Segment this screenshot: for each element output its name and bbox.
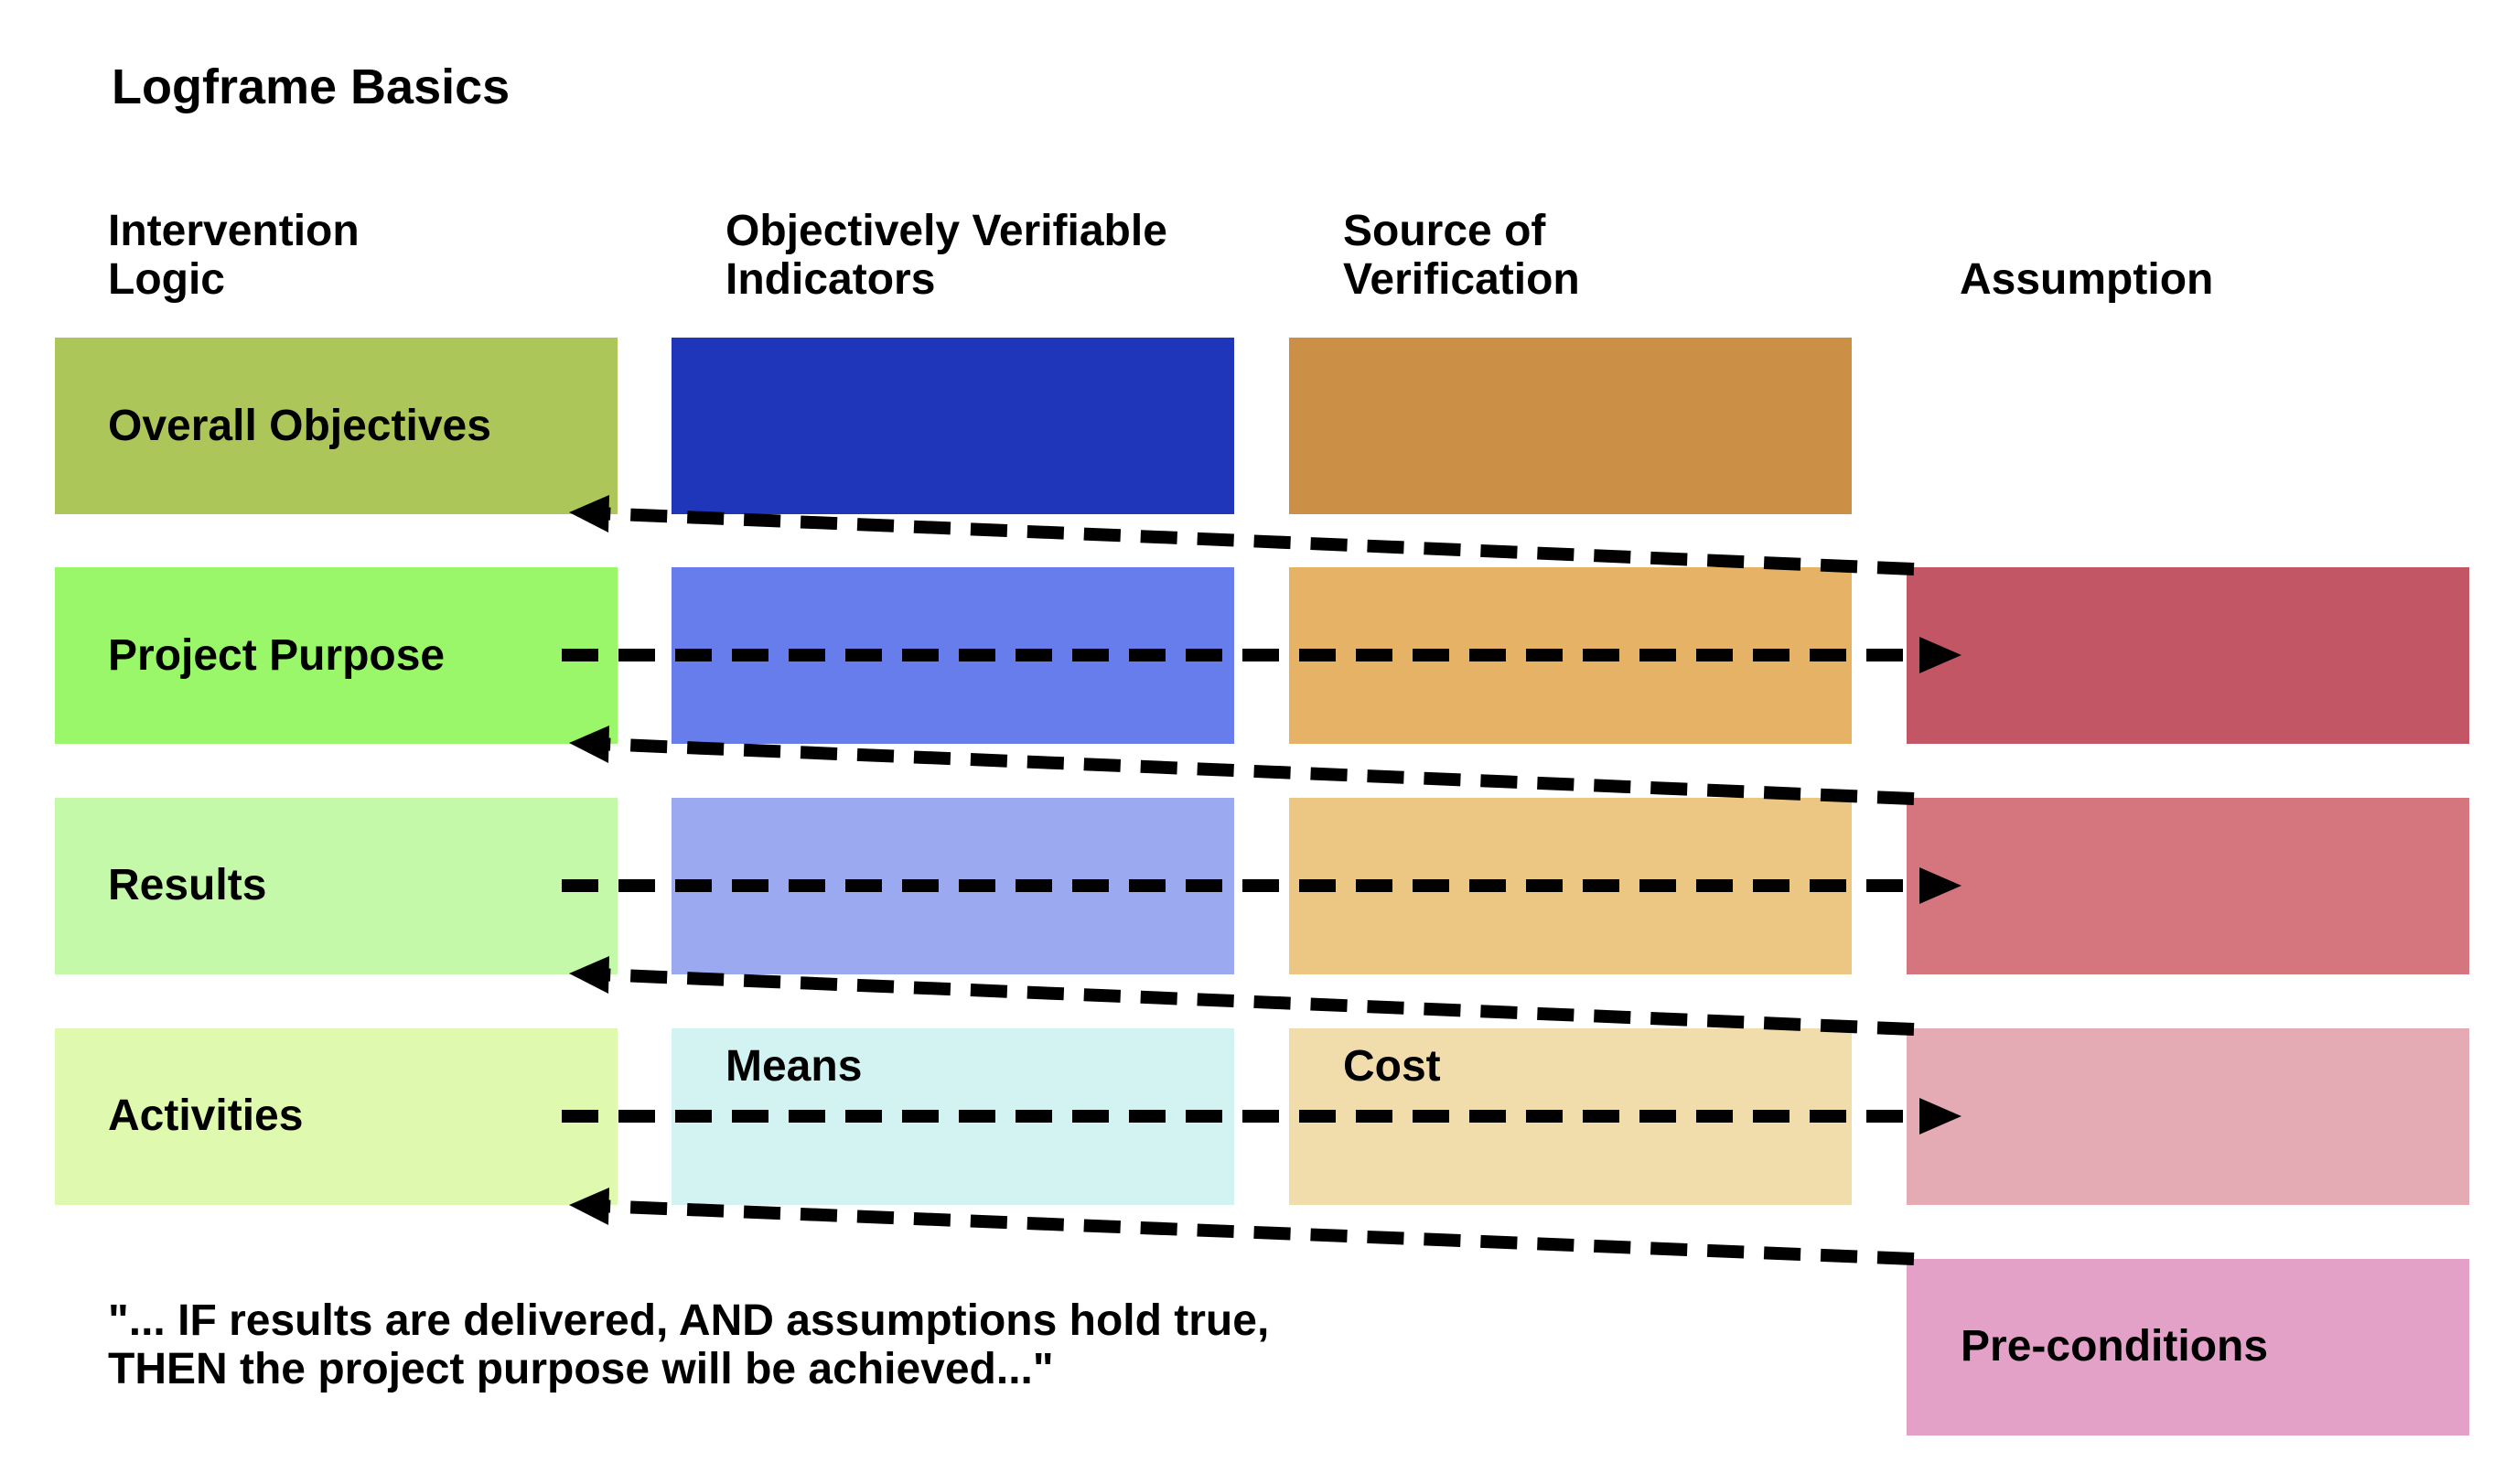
arrowhead-results-left — [569, 956, 609, 994]
label-results: Results — [108, 861, 267, 909]
cell-assumption-activities — [1907, 1028, 2469, 1205]
cell-results: Results — [55, 798, 618, 974]
label-activities: Activities — [108, 1091, 304, 1140]
arrow-preconditions-to-activities — [596, 1199, 1915, 1265]
header-assumption: Assumption — [1960, 255, 2214, 304]
arrowhead-project-purpose-left — [569, 726, 609, 763]
cell-assumption-results — [1907, 798, 2469, 974]
label-project-purpose: Project Purpose — [108, 631, 446, 680]
arrow-assumption-to-results — [596, 968, 1915, 1036]
arrow-assumption-to-project-purpose — [596, 737, 1915, 805]
cell-project-purpose: Project Purpose — [55, 567, 618, 744]
header-source-of-verification: Source of Verification — [1343, 207, 1580, 304]
if-then-quote: "... IF results are delivered, AND assum… — [108, 1296, 1270, 1393]
arrowhead-assumption-activities — [1919, 1098, 1961, 1135]
cell-ovi-overall-objectives — [672, 338, 1234, 514]
arrowhead-activities-left — [569, 1188, 609, 1225]
label-preconditions: Pre-conditions — [1961, 1322, 2269, 1371]
cell-overall-objectives: Overall Objectives — [55, 338, 618, 514]
header-intervention-logic: Intervention Logic — [108, 207, 360, 304]
arrowhead-overall-objectives — [569, 495, 609, 532]
cell-activities: Activities — [55, 1028, 618, 1205]
label-cost: Cost — [1343, 1042, 1441, 1091]
label-overall-objectives: Overall Objectives — [108, 402, 491, 450]
arrowhead-assumption-results — [1919, 867, 1961, 904]
arrow-assumption-to-overall-objectives — [596, 507, 1915, 575]
page-title: Logframe Basics — [112, 59, 511, 114]
header-objectively-verifiable-indicators: Objectively Verifiable Indicators — [725, 207, 1167, 304]
cell-preconditions: Pre-conditions — [1907, 1259, 2469, 1436]
label-means: Means — [725, 1042, 863, 1091]
cell-assumption-project-purpose — [1907, 567, 2469, 744]
arrowhead-assumption-project-purpose — [1919, 637, 1961, 673]
cell-sov-overall-objectives — [1289, 338, 1852, 514]
